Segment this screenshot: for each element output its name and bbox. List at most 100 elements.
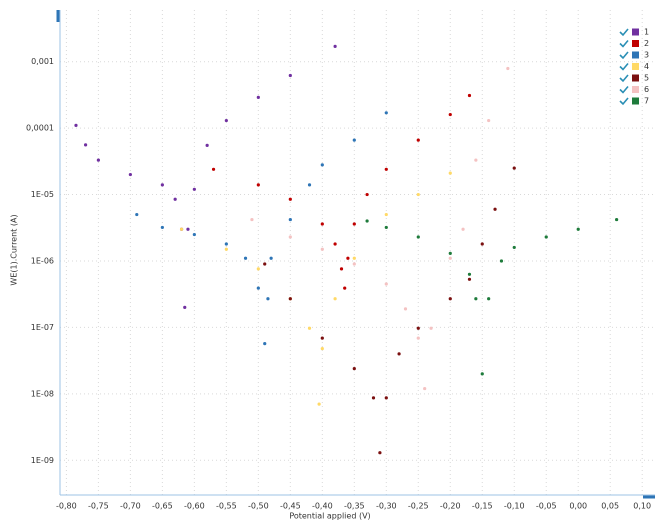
data-point: [83, 143, 88, 147]
legend-label: 4: [644, 62, 649, 71]
x-tick-label: -0,60: [184, 502, 205, 511]
data-point: [320, 346, 324, 351]
data-point: [256, 267, 260, 271]
data-point: [384, 111, 388, 115]
data-point: [397, 352, 401, 356]
legend-check: [619, 97, 629, 106]
data-point: [506, 66, 510, 71]
x-tick-label: -0,50: [248, 502, 269, 511]
data-point: [288, 197, 292, 201]
x-tick-label: -0,40: [312, 502, 333, 511]
y-tick-label: 1E-08: [31, 389, 54, 398]
legend-check: [619, 74, 629, 83]
data-point: [467, 272, 472, 276]
data-point: [429, 326, 433, 330]
data-point: [384, 167, 388, 171]
legend-check: [619, 85, 629, 94]
y-tick-label: 0,0001: [26, 124, 54, 133]
data-point: [384, 282, 388, 286]
y-tick-label: 1E-09: [31, 456, 54, 465]
data-point: [135, 212, 139, 217]
legend-swatch: [632, 86, 639, 93]
data-point: [160, 183, 164, 187]
x-tick-label: -0,65: [152, 502, 173, 511]
data-point: [352, 366, 356, 371]
legend-label: 7: [644, 97, 649, 106]
data-point: [423, 386, 427, 391]
data-point: [183, 305, 187, 310]
legend-item[interactable]: 4: [619, 62, 649, 71]
data-point: [416, 326, 420, 330]
data-point: [448, 251, 452, 256]
data-point: [512, 166, 516, 170]
data-point: [416, 336, 420, 340]
data-point: [205, 143, 209, 147]
data-point: [192, 187, 196, 191]
data-point: [128, 172, 132, 177]
data-point: [179, 227, 184, 231]
legend-swatch: [632, 63, 639, 70]
data-point: [343, 286, 347, 290]
data-point: [487, 118, 491, 123]
legend-check: [619, 62, 629, 71]
x-tick-label: -0,55: [216, 502, 237, 511]
data-point: [474, 158, 478, 162]
legend-swatch: [632, 51, 639, 59]
data-point: [352, 256, 356, 260]
legend-check: [619, 28, 629, 37]
legend-label: 5: [644, 74, 649, 83]
data-point: [384, 225, 388, 230]
y-tick-label: 0,001: [31, 57, 54, 66]
x-tick-label: 0,10: [633, 502, 651, 511]
data-point: [288, 217, 292, 222]
x-tick-label: -0,15: [472, 502, 493, 511]
data-point: [160, 225, 164, 230]
data-point: [320, 336, 324, 340]
x-tick-label: -0,80: [56, 502, 77, 511]
legend-item[interactable]: 5: [619, 74, 649, 83]
legend-item[interactable]: 2: [619, 39, 649, 48]
data-point: [448, 112, 452, 117]
legend-item[interactable]: 3: [619, 51, 649, 60]
data-point: [263, 262, 267, 266]
data-point: [320, 163, 324, 167]
legend-label: 1: [644, 28, 649, 37]
data-point: [352, 262, 356, 266]
data-point: [416, 192, 420, 197]
data-point: [173, 197, 177, 201]
legend-item[interactable]: 7: [619, 97, 649, 106]
data-point: [339, 267, 344, 271]
legend-swatch: [632, 74, 639, 82]
data-point: [333, 44, 337, 48]
data-point: [307, 183, 312, 187]
data-point: [365, 219, 369, 223]
data-point: [96, 158, 100, 162]
x-tick-label: -0,70: [120, 502, 141, 511]
legend-check: [619, 39, 629, 48]
legend-label: 6: [644, 85, 649, 94]
data-point: [307, 326, 312, 330]
data-point: [74, 123, 78, 127]
legend-item[interactable]: 1: [619, 28, 649, 37]
x-tick-label: -0,25: [408, 502, 429, 511]
data-point: [467, 277, 472, 281]
legend-item[interactable]: 6: [619, 85, 649, 94]
data-point: [320, 222, 324, 226]
data-point: [211, 167, 216, 171]
data-point: [346, 256, 350, 260]
data-point: [352, 222, 356, 226]
data-point: [365, 192, 369, 197]
data-point: [487, 297, 491, 301]
x-tick-label: 0,00: [569, 502, 587, 511]
legend-swatch: [632, 40, 639, 47]
x-tick-label: 0,05: [601, 502, 619, 511]
data-point: [250, 217, 254, 222]
data-point: [266, 297, 270, 301]
data-point: [269, 256, 273, 260]
legend-label: 2: [644, 39, 649, 48]
y-tick-label: 1E-06: [31, 256, 54, 265]
x-tick-label: -0,35: [344, 502, 365, 511]
data-point: [371, 396, 376, 400]
data-point: [256, 286, 260, 290]
data-point: [333, 242, 337, 246]
